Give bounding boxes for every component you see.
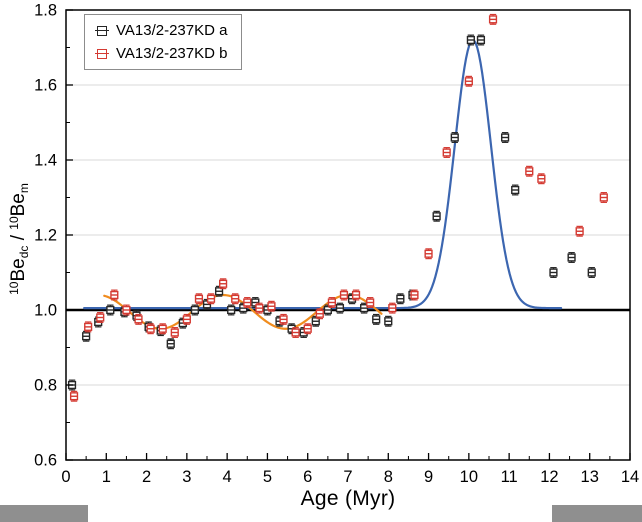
legend-label-b: VA13/2-237KD b — [116, 45, 228, 62]
legend-item-a: VA13/2-237KD a — [95, 22, 228, 39]
legend-item-b: VA13/2-237KD b — [95, 45, 228, 62]
y-title-sup-1: 10 — [7, 281, 21, 295]
y-tick-label: 1.8 — [34, 2, 57, 20]
y-title-sup-2: 10 — [7, 216, 21, 230]
x-tick-label: 3 — [182, 468, 191, 486]
x-tick-label: 1 — [102, 468, 111, 486]
x-tick-label: 13 — [581, 468, 599, 486]
x-tick-label: 4 — [223, 468, 232, 486]
y-tick-label: 1.2 — [34, 227, 57, 245]
y-axis-title: 10Bedc / 10Bem — [7, 127, 33, 351]
y-tick-label: 0.6 — [34, 452, 57, 470]
y-title-base-1: Be — [8, 258, 29, 282]
y-title-base-2: Be — [8, 193, 29, 217]
x-tick-label: 6 — [303, 468, 312, 486]
x-tick-label: 9 — [424, 468, 433, 486]
bottom-right-artifact — [552, 505, 642, 522]
bottom-left-artifact — [0, 505, 88, 522]
x-tick-label: 2 — [142, 468, 151, 486]
y-tick-label: 1.4 — [34, 152, 57, 170]
x-tick-label: 14 — [621, 468, 639, 486]
legend-label-a: VA13/2-237KD a — [116, 22, 228, 39]
x-tick-label: 12 — [540, 468, 558, 486]
x-tick-label: 11 — [501, 468, 518, 486]
y-tick-label: 1.0 — [34, 302, 57, 320]
x-axis-title: Age (Myr) — [300, 487, 396, 510]
x-tick-label: 7 — [343, 468, 352, 486]
x-tick-label: 10 — [460, 468, 478, 486]
y-title-sub-1: dc — [17, 245, 31, 259]
x-tick-label: 0 — [61, 468, 70, 486]
gaussian-fit — [83, 38, 563, 310]
series-b-marker-icon — [95, 48, 109, 59]
x-tick-label: 5 — [263, 468, 272, 486]
y-title-separator: / — [8, 229, 29, 246]
y-tick-label: 1.6 — [34, 77, 57, 95]
x-tick-label: 8 — [384, 468, 393, 486]
series-a-marker-icon — [95, 25, 109, 36]
y-title-sub-2: m — [17, 183, 31, 194]
legend: VA13/2-237KD a VA13/2-237KD b — [84, 14, 243, 70]
y-tick-label: 0.8 — [34, 377, 57, 395]
